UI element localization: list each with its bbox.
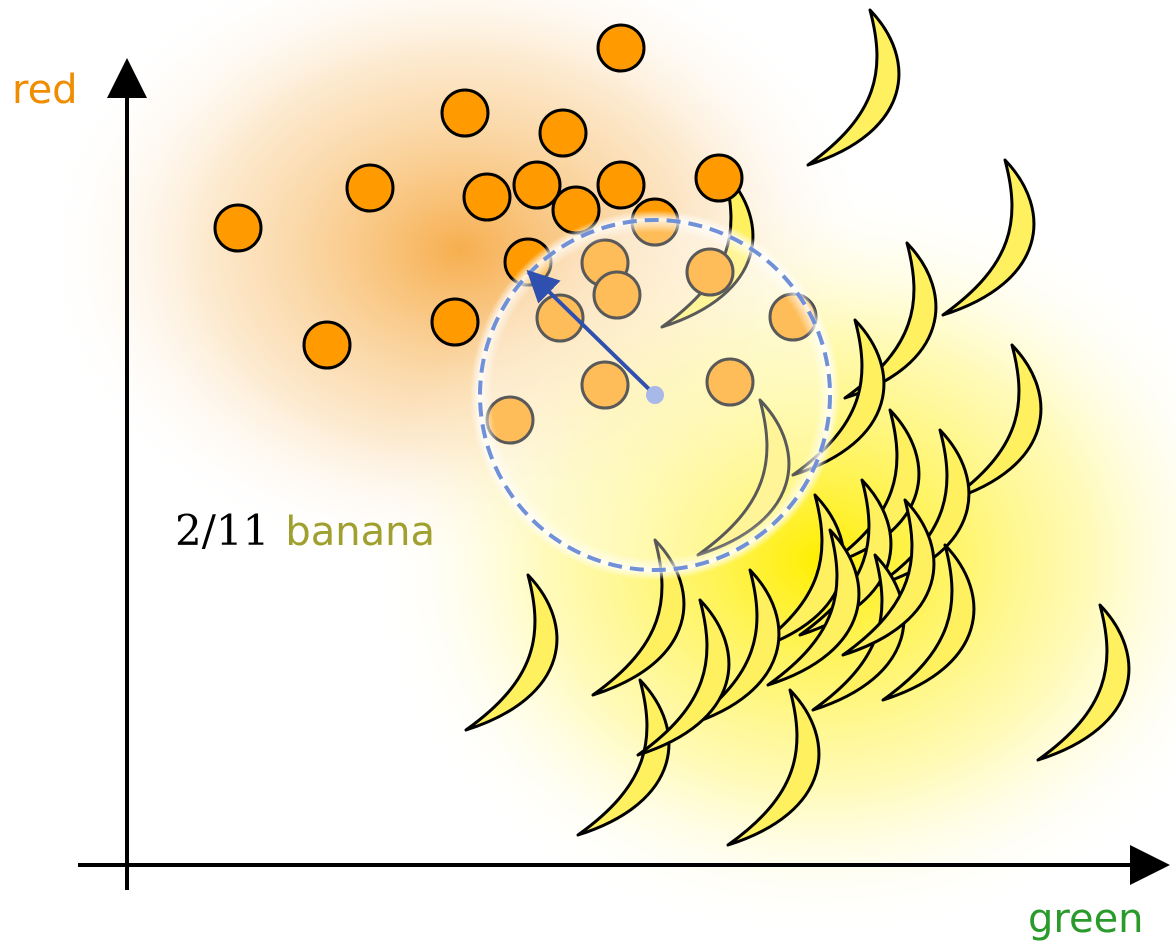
orange — [430, 297, 480, 347]
banana — [841, 498, 936, 657]
banana — [1036, 603, 1131, 762]
orange — [345, 163, 395, 213]
class-label: banana — [285, 509, 435, 555]
orange — [440, 88, 490, 138]
orange — [302, 320, 352, 370]
query-point — [646, 386, 664, 404]
y-axis-label: red — [12, 67, 78, 113]
banana — [591, 538, 686, 697]
x-axis-label: green — [1028, 896, 1144, 942]
fraction: 2/11 — [175, 506, 269, 555]
orange — [596, 23, 646, 73]
banana — [726, 688, 821, 847]
radius-circle — [478, 218, 832, 572]
annotation: 2/11 banana — [175, 506, 435, 555]
orange — [694, 153, 744, 203]
orange — [538, 108, 588, 158]
banana — [806, 8, 901, 167]
banana — [798, 478, 893, 637]
orange — [596, 160, 646, 210]
banana — [941, 158, 1036, 317]
orange — [213, 203, 263, 253]
banana — [766, 528, 861, 687]
orange — [462, 172, 512, 222]
banana — [464, 573, 559, 732]
banana — [843, 241, 938, 400]
radius-arrow — [526, 269, 657, 397]
banana — [881, 543, 976, 702]
orange — [512, 160, 562, 210]
banana — [636, 598, 731, 757]
banana — [576, 678, 671, 837]
